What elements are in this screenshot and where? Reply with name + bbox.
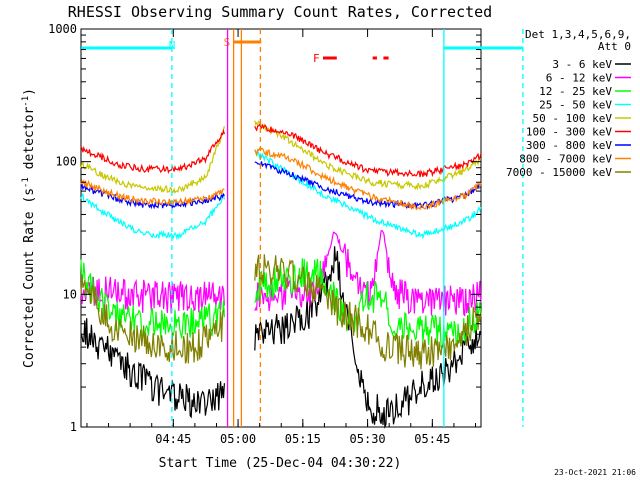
- series-line: [80, 318, 225, 419]
- x-axis-label: Start Time (25-Dec-04 04:30:22): [159, 456, 402, 471]
- series-line: [254, 147, 482, 211]
- x-tick-label: 05:30: [350, 432, 386, 446]
- annotation-label: N: [169, 39, 176, 52]
- y-tick-label: 1: [70, 420, 77, 434]
- series-line: [254, 254, 482, 370]
- series-12-25kev: [80, 258, 482, 351]
- y-tick-label: 1000: [48, 22, 77, 36]
- x-tick-label: 05:15: [285, 432, 321, 446]
- series-7000-15000kev: [80, 254, 482, 370]
- series-3-6kev: [80, 246, 482, 429]
- series-line: [254, 258, 482, 351]
- legend-header: Att 0: [598, 40, 631, 53]
- legend-label: 12 - 25 keV: [539, 85, 612, 98]
- legend-label: 800 - 7000 keV: [519, 153, 612, 166]
- y-axis-label: Corrected Count Rate (s-1 detector-1): [21, 88, 37, 368]
- legend-label: 7000 - 15000 keV: [506, 166, 612, 179]
- x-tick-label: 04:45: [155, 432, 191, 446]
- legend-label: 25 - 50 keV: [539, 99, 612, 112]
- y-tick-label: 100: [55, 155, 77, 169]
- legend-label: 100 - 300 keV: [526, 126, 612, 139]
- series-line: [80, 192, 225, 241]
- legend-label: 3 - 6 keV: [552, 58, 612, 71]
- y-tick-label: 10: [63, 287, 77, 301]
- series-line: [254, 123, 482, 178]
- chart-title: RHESSI Observing Summary Count Rates, Co…: [68, 3, 492, 21]
- series-line: [80, 128, 225, 175]
- series-lines: [80, 120, 482, 429]
- series-line: [254, 161, 482, 211]
- series-800-7000kev: [80, 147, 482, 211]
- series-line: [80, 126, 225, 194]
- annotation-label: F: [313, 52, 320, 65]
- x-tick-label: 05:45: [414, 432, 450, 446]
- series-line: [80, 274, 225, 364]
- series-line: [80, 178, 225, 207]
- legend-label: 6 - 12 keV: [546, 72, 613, 85]
- series-line: [254, 246, 482, 429]
- legend-header: Det 1,3,4,5,6,9,: [525, 28, 631, 41]
- series-line: [80, 259, 225, 339]
- legend-label: 300 - 800 keV: [526, 139, 612, 152]
- plot-frame: [80, 28, 482, 428]
- annotations: NSF: [81, 29, 524, 427]
- series-50-100kev: [80, 120, 481, 194]
- series-100-300kev: [80, 123, 482, 178]
- series-line: [254, 120, 481, 191]
- plot-area: [80, 28, 482, 428]
- axes: 1 10 100 1000 04:45 05:00 05:15 05:30 05:45: [48, 22, 481, 446]
- footer-date: 23-Oct-2021 21:06: [554, 468, 636, 477]
- x-tick-label: 05:00: [220, 432, 256, 446]
- legend-label: 50 - 100 keV: [533, 112, 613, 125]
